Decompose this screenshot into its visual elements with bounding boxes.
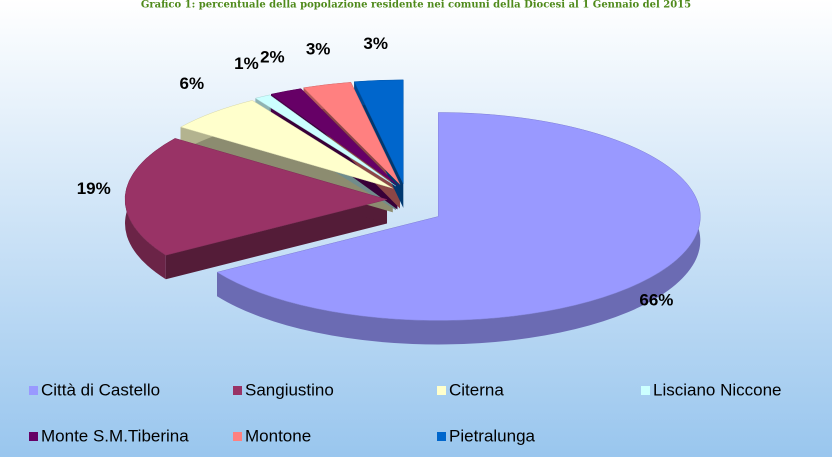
legend-label: Lisciano Niccone	[653, 380, 782, 399]
legend-label: Sangiustino	[245, 380, 334, 399]
pie-tops	[124, 79, 701, 321]
legend-label: Pietralunga	[449, 426, 536, 445]
pie-slice	[254, 94, 396, 187]
legend-swatch	[437, 432, 446, 441]
legend-label: Montone	[245, 426, 311, 445]
data-label: 3%	[363, 34, 388, 53]
legend-label: Città di Castello	[41, 380, 160, 399]
pie-slice	[216, 112, 701, 321]
data-label: 1%	[234, 54, 259, 73]
legend-swatch	[641, 386, 650, 395]
pie-slice	[353, 79, 404, 184]
data-label: 2%	[260, 48, 285, 67]
data-label: 66%	[639, 291, 673, 310]
legend-swatch	[29, 386, 38, 395]
pie-slice	[180, 100, 393, 189]
pie-slice	[124, 138, 388, 256]
legend-label: Citerna	[449, 380, 504, 399]
legend-label: Monte S.M.Tiberina	[41, 426, 189, 445]
legend-swatch	[233, 386, 242, 395]
pie-slice	[303, 82, 401, 185]
pie-slice	[270, 88, 398, 186]
legend-swatch	[233, 432, 242, 441]
legend-swatch	[29, 432, 38, 441]
slice-wall	[165, 199, 388, 280]
data-label: 6%	[180, 74, 205, 93]
legend-swatch	[437, 386, 446, 395]
chart-title: Grafico 1: percentuale della popolazione…	[141, 0, 691, 11]
data-label: 19%	[77, 179, 111, 198]
data-label: 3%	[306, 39, 331, 58]
